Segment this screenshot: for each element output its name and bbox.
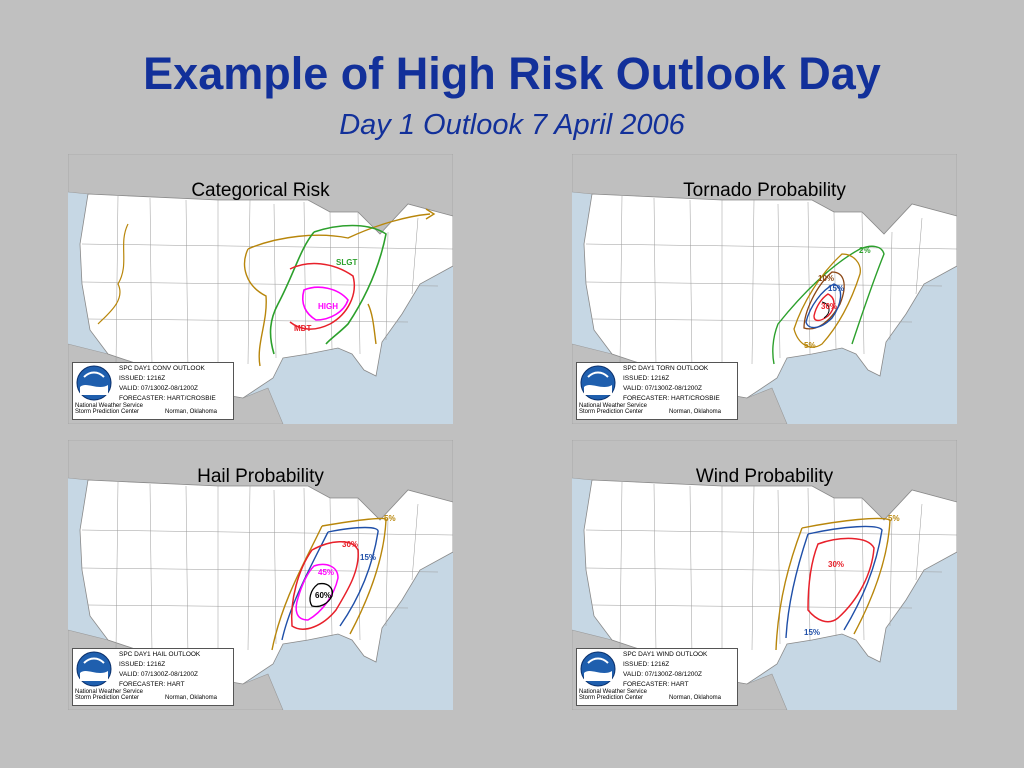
- legend-valid: VALID: 07/1300Z-08/1200Z: [119, 671, 199, 678]
- legend-issued: ISSUED: 1216Z: [623, 661, 670, 668]
- label-slgt: SLGT: [336, 258, 357, 267]
- state-borders: [81, 481, 453, 670]
- legend-forecaster: FORECASTER: HART/CROSBIE: [119, 395, 216, 402]
- legend-box: SPC DAY1 WIND OUTLOOK ISSUED: 1216Z VALI…: [576, 648, 738, 706]
- legend-org-spc: Storm Prediction Center: [75, 695, 140, 701]
- label-mdt: MDT: [294, 324, 311, 333]
- legend-forecaster: FORECASTER: HART: [623, 681, 689, 688]
- panel-title-categorical: Categorical Risk: [191, 180, 330, 201]
- legend-valid: VALID: 07/1300Z-08/1200Z: [623, 671, 703, 678]
- legend-org-nws: National Weather Service: [579, 403, 647, 409]
- legend-org-nws: National Weather Service: [75, 689, 143, 695]
- label-60pct: 60%: [315, 591, 331, 600]
- wind-probability-map: 5% 30% 15% Wind Probability SPC DAY1 WIN…: [572, 440, 957, 710]
- legend-issued: ISSUED: 1216Z: [623, 375, 670, 382]
- label-5pct: 5%: [804, 341, 816, 350]
- noaa-logo-icon: [580, 651, 616, 687]
- legend-city: Norman, Oklahoma: [669, 695, 722, 701]
- label-30pct: 30%: [828, 560, 844, 569]
- legend-outlook-type: SPC DAY1 HAIL OUTLOOK: [119, 651, 201, 658]
- label-45pct: 45%: [318, 568, 334, 577]
- label-30pct: 30%: [342, 540, 358, 549]
- panel-title-hail: Hail Probability: [197, 466, 324, 487]
- legend-org-nws: National Weather Service: [579, 689, 647, 695]
- legend-outlook-type: SPC DAY1 CONV OUTLOOK: [119, 365, 205, 372]
- label-2pct: 2%: [859, 246, 871, 255]
- legend-valid: VALID: 07/1300Z-08/1200Z: [119, 385, 199, 392]
- tornado-probability-map: 2% 10% 15% 30% 5% Tornado Probability SP…: [572, 154, 957, 424]
- label-15pct: 15%: [360, 553, 376, 562]
- legend-issued: ISSUED: 1216Z: [119, 661, 166, 668]
- legend-city: Norman, Oklahoma: [165, 695, 218, 701]
- legend-box: SPC DAY1 CONV OUTLOOK ISSUED: 1216Z VALI…: [72, 362, 234, 420]
- state-borders: [585, 481, 957, 670]
- slide-title: Example of High Risk Outlook Day: [143, 48, 881, 99]
- legend-org-spc: Storm Prediction Center: [579, 695, 644, 701]
- panel-title-wind: Wind Probability: [695, 466, 834, 487]
- slide-subtitle: Day 1 Outlook 7 April 2006: [339, 109, 685, 141]
- legend-box: SPC DAY1 HAIL OUTLOOK ISSUED: 1216Z VALI…: [72, 648, 234, 706]
- legend-box: SPC DAY1 TORN OUTLOOK ISSUED: 1216Z VALI…: [576, 362, 738, 420]
- categorical-risk-map: SLGT HIGH MDT Categorical Risk SPC DAY1 …: [68, 154, 453, 424]
- legend-valid: VALID: 07/1300Z-08/1200Z: [623, 385, 703, 392]
- label-high: HIGH: [318, 302, 338, 311]
- noaa-logo-icon: [76, 365, 112, 401]
- label-15pct: 15%: [804, 628, 820, 637]
- legend-outlook-type: SPC DAY1 TORN OUTLOOK: [623, 365, 709, 372]
- label-15pct: 15%: [828, 284, 844, 293]
- label-10pct: 10%: [818, 274, 834, 283]
- label-5pct: 5%: [888, 514, 900, 523]
- state-borders: [585, 195, 957, 384]
- noaa-logo-icon: [580, 365, 616, 401]
- legend-city: Norman, Oklahoma: [165, 409, 218, 415]
- legend-city: Norman, Oklahoma: [669, 409, 722, 415]
- hail-probability-map: 5% 30% 15% 45% 60% Hail Probability SPC …: [68, 440, 453, 710]
- panel-title-tornado: Tornado Probability: [683, 180, 846, 201]
- label-5pct: 5%: [384, 514, 396, 523]
- noaa-logo-icon: [76, 651, 112, 687]
- legend-org-spc: Storm Prediction Center: [579, 409, 644, 415]
- legend-org-nws: National Weather Service: [75, 403, 143, 409]
- legend-forecaster: FORECASTER: HART/CROSBIE: [623, 395, 720, 402]
- legend-forecaster: FORECASTER: HART: [119, 681, 185, 688]
- legend-outlook-type: SPC DAY1 WIND OUTLOOK: [623, 651, 708, 658]
- legend-org-spc: Storm Prediction Center: [75, 409, 140, 415]
- label-30pct: 30%: [821, 302, 837, 311]
- legend-issued: ISSUED: 1216Z: [119, 375, 166, 382]
